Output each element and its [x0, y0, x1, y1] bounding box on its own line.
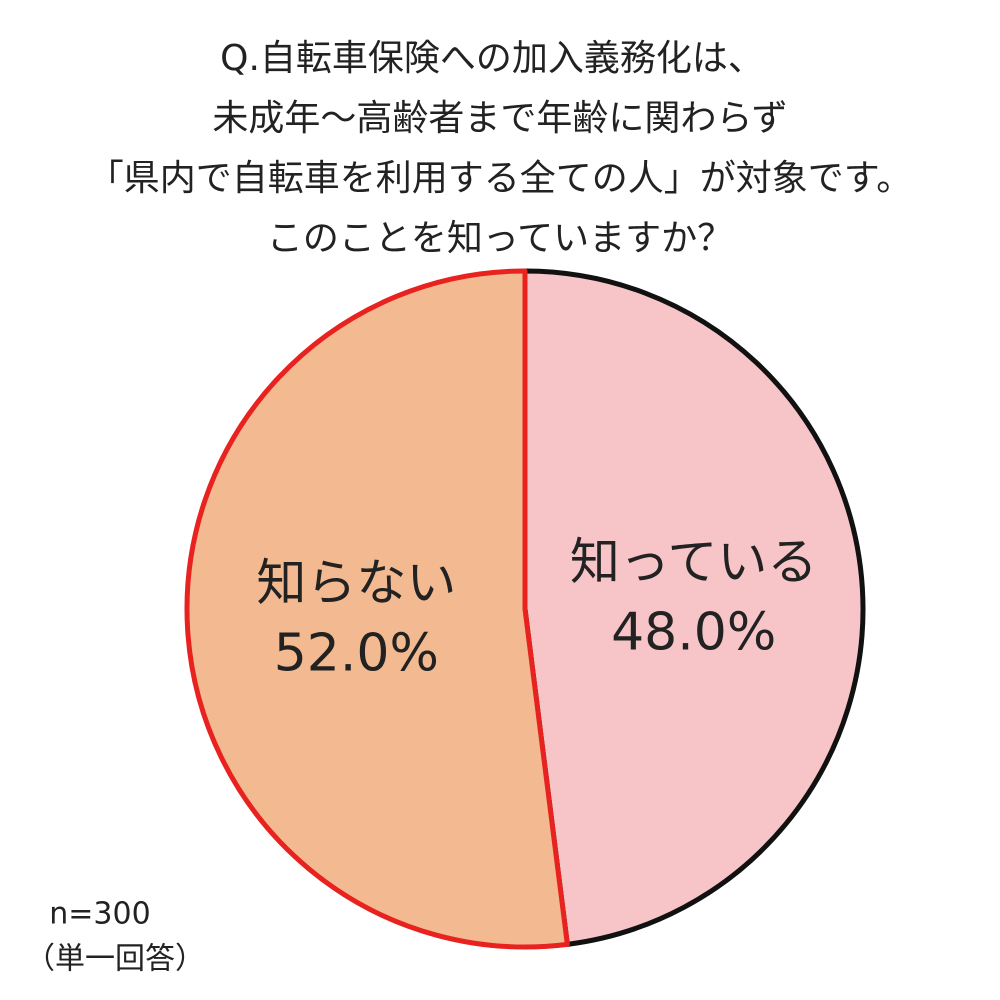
slice-label: 知らない	[256, 554, 456, 612]
sample-size: n=300	[49, 897, 150, 932]
answer-type: （単一回答）	[25, 942, 205, 977]
chart-title: Q.自転車保険への加入義務化は、	[220, 38, 764, 79]
value-label: 48.0%	[611, 602, 776, 662]
chart-title: このことを知っていますか？	[267, 218, 733, 259]
chart-title: 未成年～高齢者まで年齢に関わらず	[212, 98, 787, 139]
pie-slice	[522, 268, 866, 947]
chart-title: 「県内で自転車を利用する全ての人」が対象です。	[88, 158, 912, 199]
slice-label: 知っている	[570, 533, 818, 591]
pie-slice	[184, 268, 570, 950]
value-label: 52.0%	[274, 624, 439, 684]
